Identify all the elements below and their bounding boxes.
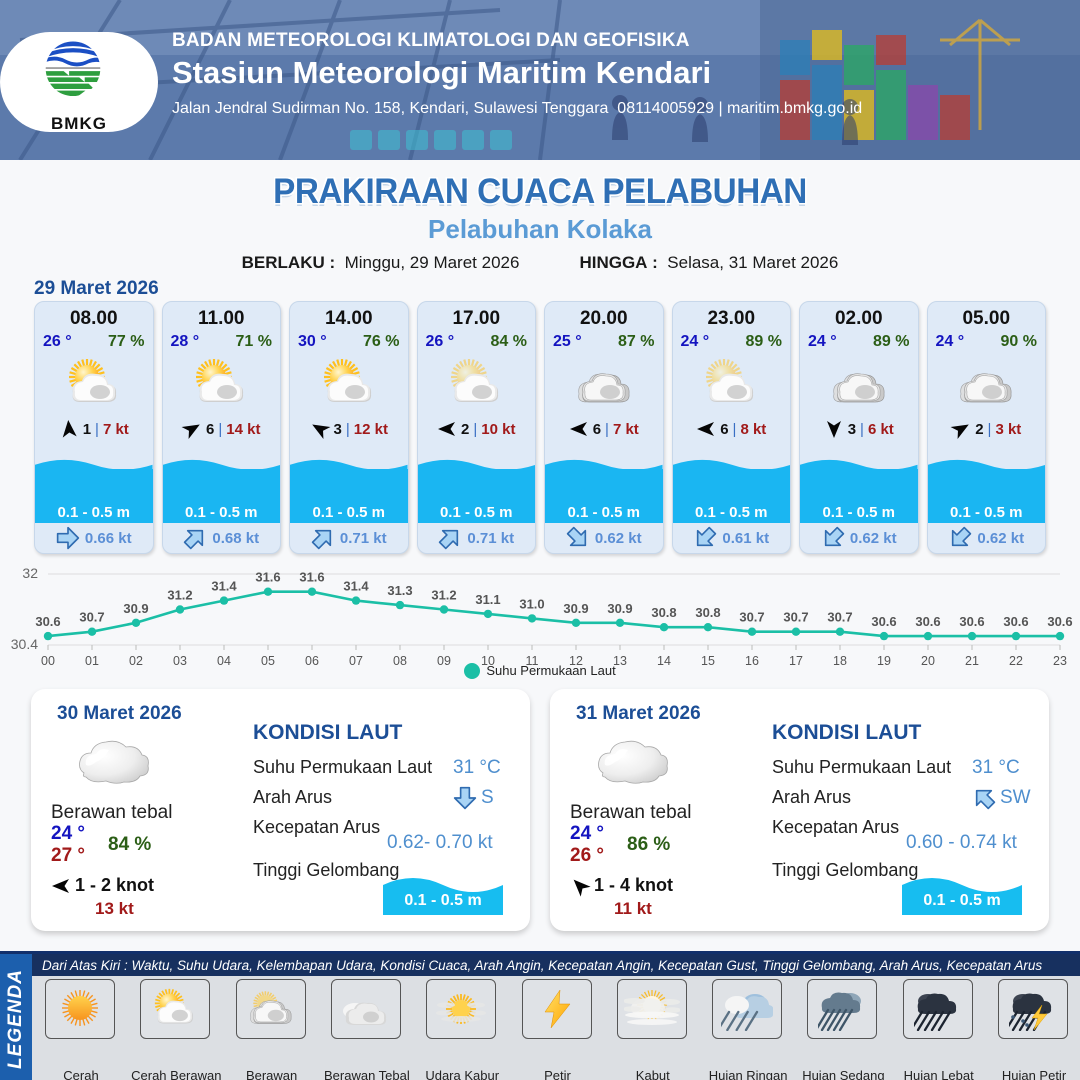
- svg-text:30.6: 30.6: [871, 614, 896, 629]
- svg-text:31.6: 31.6: [299, 570, 324, 585]
- svg-text:31.3: 31.3: [387, 583, 412, 598]
- svg-text:31.4: 31.4: [211, 579, 237, 594]
- svg-text:31.4: 31.4: [343, 579, 369, 594]
- svg-text:30.6: 30.6: [915, 614, 940, 629]
- svg-text:30.7: 30.7: [783, 610, 808, 625]
- svg-text:31.2: 31.2: [167, 588, 192, 603]
- svg-text:30.7: 30.7: [739, 610, 764, 625]
- svg-text:0.1 - 0.5 m: 0.1 - 0.5 m: [923, 892, 1000, 909]
- svg-text:31.0: 31.0: [519, 596, 544, 611]
- svg-text:0.1 - 0.5 m: 0.1 - 0.5 m: [404, 892, 481, 909]
- svg-text:30.6: 30.6: [1047, 614, 1072, 629]
- svg-text:30.7: 30.7: [827, 610, 852, 625]
- svg-text:30.4: 30.4: [11, 636, 38, 652]
- svg-text:30.8: 30.8: [651, 605, 676, 620]
- svg-text:30.7: 30.7: [79, 610, 104, 625]
- svg-text:30.6: 30.6: [35, 614, 60, 629]
- svg-text:31.2: 31.2: [431, 588, 456, 603]
- svg-text:30.9: 30.9: [123, 601, 148, 616]
- svg-text:32: 32: [22, 565, 38, 581]
- svg-text:30.8: 30.8: [695, 605, 720, 620]
- svg-text:31.6: 31.6: [255, 570, 280, 585]
- svg-text:31.1: 31.1: [475, 592, 500, 607]
- svg-text:30.9: 30.9: [563, 601, 588, 616]
- svg-text:30.6: 30.6: [1003, 614, 1028, 629]
- svg-text:30.9: 30.9: [607, 601, 632, 616]
- svg-text:30.6: 30.6: [959, 614, 984, 629]
